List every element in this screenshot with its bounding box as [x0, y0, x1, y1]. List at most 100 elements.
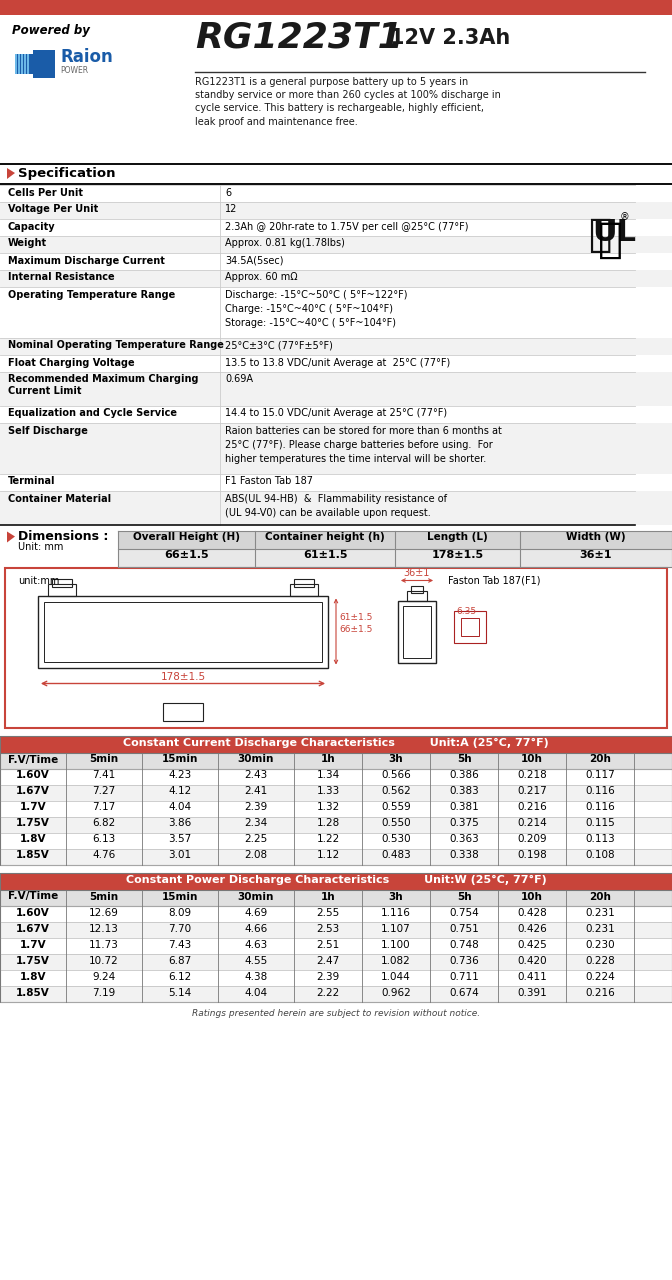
Text: 0.231: 0.231: [585, 908, 615, 918]
Text: 7.43: 7.43: [169, 940, 192, 950]
Text: 9.24: 9.24: [92, 972, 116, 982]
Bar: [33, 50, 55, 78]
Text: 4.04: 4.04: [245, 987, 267, 997]
Bar: [15, 54, 35, 74]
Bar: [0, 873, 672, 890]
Bar: [118, 549, 672, 567]
Text: 4.69: 4.69: [245, 908, 267, 918]
Text: 4.66: 4.66: [245, 923, 267, 933]
Text: 1.75V: 1.75V: [16, 818, 50, 828]
Text: 0.224: 0.224: [585, 972, 615, 982]
Text: 7.19: 7.19: [92, 987, 116, 997]
Bar: [15, 54, 17, 74]
Text: 1h: 1h: [321, 891, 335, 901]
Text: Maximum Discharge Current: Maximum Discharge Current: [8, 256, 165, 265]
Text: 2.53: 2.53: [317, 923, 339, 933]
Text: Internal Resistance: Internal Resistance: [8, 273, 115, 283]
Text: 20h: 20h: [589, 891, 611, 901]
Bar: [118, 530, 672, 549]
Text: Ⓤ: Ⓤ: [588, 216, 612, 253]
Bar: [52, 579, 72, 586]
Text: F.V/Time: F.V/Time: [8, 754, 58, 764]
Text: Nominal Operating Temperature Range: Nominal Operating Temperature Range: [8, 340, 224, 351]
Text: 20h: 20h: [589, 754, 611, 764]
Text: 4.76: 4.76: [92, 850, 116, 860]
Text: 61±1.5: 61±1.5: [303, 550, 347, 561]
Text: 0.550: 0.550: [381, 818, 411, 828]
Polygon shape: [7, 168, 15, 179]
Bar: [0, 0, 672, 15]
Text: Faston Tab 187(F1): Faston Tab 187(F1): [448, 576, 540, 585]
Text: 0.483: 0.483: [381, 850, 411, 860]
Text: Ⓤ: Ⓤ: [597, 219, 622, 261]
Text: 0.736: 0.736: [449, 955, 479, 965]
Text: 66±1.5: 66±1.5: [164, 550, 209, 561]
Text: 3.86: 3.86: [169, 818, 192, 828]
Text: 2.43: 2.43: [245, 771, 267, 781]
Text: 1.044: 1.044: [381, 972, 411, 982]
Text: ABS(UL 94-HB)  &  Flammability resistance of
(UL 94-V0) can be available upon re: ABS(UL 94-HB) & Flammability resistance …: [225, 494, 447, 517]
Bar: [163, 703, 203, 721]
Text: 2.3Ah @ 20hr-rate to 1.75V per cell @25°C (77°F): 2.3Ah @ 20hr-rate to 1.75V per cell @25°…: [225, 221, 468, 232]
Text: 0.375: 0.375: [449, 818, 479, 828]
Text: 0.209: 0.209: [517, 835, 547, 845]
Text: Weight: Weight: [8, 238, 47, 248]
Text: 1.60V: 1.60V: [16, 771, 50, 781]
Text: 0.383: 0.383: [449, 786, 479, 796]
Bar: [0, 371, 672, 406]
Bar: [411, 585, 423, 593]
Bar: [0, 768, 672, 785]
Text: 0.115: 0.115: [585, 818, 615, 828]
Text: 1.85V: 1.85V: [16, 987, 50, 997]
Bar: [44, 602, 322, 662]
Text: 30min: 30min: [238, 754, 274, 764]
Text: 6.12: 6.12: [169, 972, 192, 982]
Bar: [0, 236, 672, 252]
Bar: [0, 905, 672, 922]
Bar: [48, 584, 76, 595]
Text: 0.69A: 0.69A: [225, 375, 253, 384]
Text: Capacity: Capacity: [8, 221, 56, 232]
Text: Width (W): Width (W): [566, 532, 626, 543]
Text: 12.13: 12.13: [89, 923, 119, 933]
Text: 1.67V: 1.67V: [16, 786, 50, 796]
Text: 0.230: 0.230: [585, 940, 615, 950]
Text: 6: 6: [225, 187, 231, 197]
Text: Specification: Specification: [18, 166, 116, 180]
Text: Self Discharge: Self Discharge: [8, 425, 88, 435]
Text: Constant Current Discharge Characteristics         Unit:A (25°C, 77°F): Constant Current Discharge Characteristi…: [123, 737, 549, 748]
Text: 34.5A(5sec): 34.5A(5sec): [225, 256, 284, 265]
Bar: [407, 590, 427, 600]
Text: 0.428: 0.428: [517, 908, 547, 918]
Bar: [21, 54, 22, 74]
Text: 0.425: 0.425: [517, 940, 547, 950]
Text: 0.116: 0.116: [585, 803, 615, 813]
Text: Float Charging Voltage: Float Charging Voltage: [8, 357, 134, 367]
Text: ®: ®: [620, 212, 630, 221]
Text: 4.63: 4.63: [245, 940, 267, 950]
Polygon shape: [7, 531, 15, 543]
Text: 25°C±3°C (77°F±5°F): 25°C±3°C (77°F±5°F): [225, 340, 333, 351]
Bar: [461, 617, 479, 635]
Text: 1.33: 1.33: [317, 786, 339, 796]
Text: 12V 2.3Ah: 12V 2.3Ah: [390, 28, 510, 47]
Text: 1.12: 1.12: [317, 850, 339, 860]
Text: 0.363: 0.363: [449, 835, 479, 845]
Text: F.V/Time: F.V/Time: [8, 891, 58, 901]
Text: 0.754: 0.754: [449, 908, 479, 918]
Text: 12.69: 12.69: [89, 908, 119, 918]
Text: Operating Temperature Range: Operating Temperature Range: [8, 289, 175, 300]
Bar: [0, 736, 672, 753]
Bar: [0, 954, 672, 969]
Text: Unit: mm: Unit: mm: [18, 541, 63, 552]
Bar: [0, 873, 672, 1001]
Text: 1.7V: 1.7V: [19, 940, 46, 950]
Text: Overall Height (H): Overall Height (H): [133, 532, 240, 543]
Text: 1.34: 1.34: [317, 771, 339, 781]
Text: 0.566: 0.566: [381, 771, 411, 781]
Text: 6.35: 6.35: [456, 608, 476, 617]
Text: 6.87: 6.87: [169, 955, 192, 965]
Bar: [0, 937, 672, 954]
Text: 0.962: 0.962: [381, 987, 411, 997]
Bar: [0, 183, 672, 184]
